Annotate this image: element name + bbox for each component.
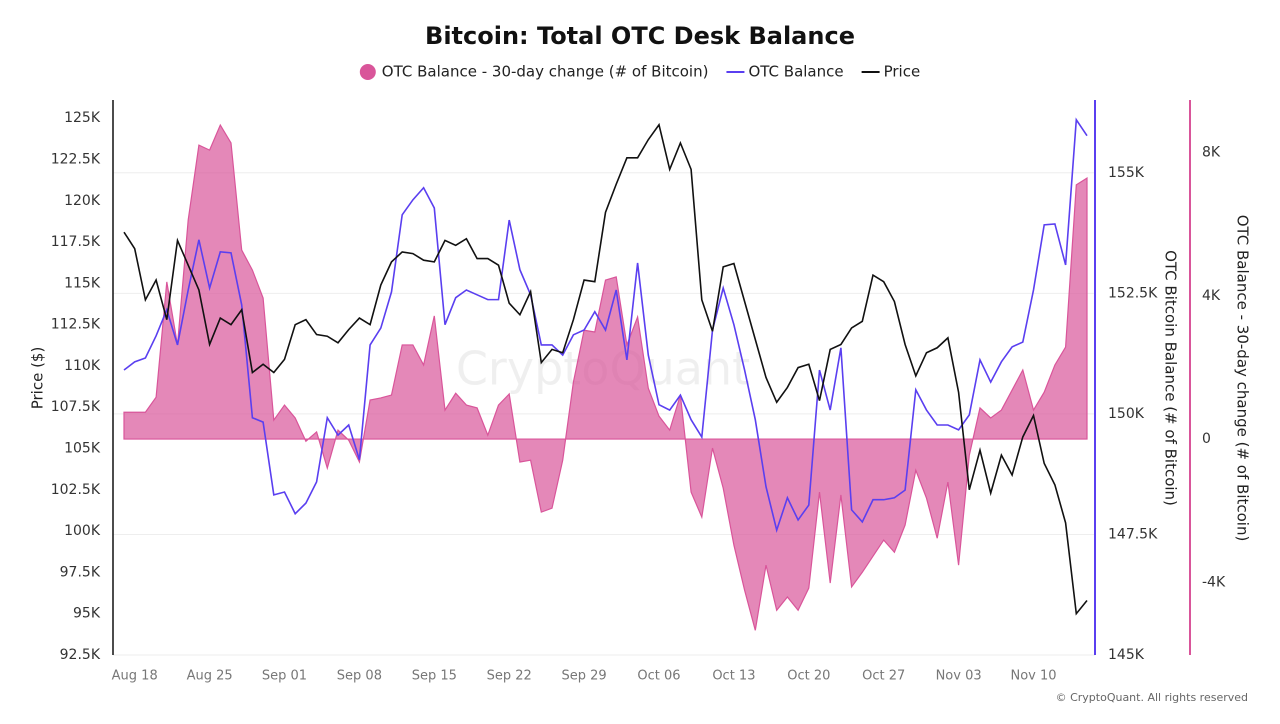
y3ticks-label: -4K <box>1202 574 1226 590</box>
x-tick-label: Sep 15 <box>412 669 457 684</box>
legend-label: Price <box>884 63 921 81</box>
legend-symbol <box>359 64 376 80</box>
y2ticks-label: 152.5K <box>1108 285 1158 301</box>
y2ticks-label: 145K <box>1108 647 1145 663</box>
yticks-label: 92.5K <box>60 647 101 663</box>
x-tick-label: Oct 13 <box>712 669 755 684</box>
y3-axis-title: OTC Balance - 30-day change (# of Bitcoi… <box>1234 215 1252 542</box>
y2ticks-label: 147.5K <box>1108 526 1158 542</box>
x-tick-label: Aug 18 <box>112 669 158 684</box>
x-tick-label: Aug 25 <box>187 669 233 684</box>
x-tick-label: Sep 08 <box>337 669 382 684</box>
legend-label: OTC Balance - 30-day change (# of Bitcoi… <box>382 63 709 81</box>
yticks-label: 122.5K <box>51 151 101 167</box>
yticks-label: 95K <box>73 606 101 622</box>
yticks-label: 120K <box>64 193 101 209</box>
x-tick-label: Sep 22 <box>487 669 532 684</box>
yticks-label: 110K <box>64 358 101 374</box>
footer: © CryptoQuant. All rights reserved <box>1056 691 1248 704</box>
area <box>123 123 1088 631</box>
y-axis-title: Price ($) <box>29 347 47 410</box>
legend-label: OTC Balance <box>748 63 843 81</box>
x-tick-label: Oct 06 <box>637 669 680 684</box>
y2ticks-label: 155K <box>1108 165 1145 181</box>
yticks-label: 97.5K <box>60 564 101 580</box>
y2ticks-label: 150K <box>1108 406 1145 422</box>
x-tick-label: Oct 20 <box>787 669 830 684</box>
y3ticks-label: 8K <box>1202 145 1221 161</box>
yticks-label: 112.5K <box>51 317 101 333</box>
chart-title: Bitcoin: Total OTC Desk Balance <box>425 22 855 50</box>
yticks-label: 105K <box>64 441 101 457</box>
yticks-label: 115K <box>64 275 101 291</box>
x-tick-label: Sep 29 <box>562 669 607 684</box>
yticks-label: 100K <box>64 523 101 539</box>
x-tick-label: Sep 01 <box>262 669 307 684</box>
yticks-label: 102.5K <box>51 482 101 498</box>
yticks-label: 107.5K <box>51 399 101 415</box>
x-tick-label: Oct 27 <box>862 669 905 684</box>
yticks-label: 117.5K <box>51 234 101 250</box>
line <box>123 117 1088 533</box>
y3ticks-label: 4K <box>1202 288 1221 304</box>
y2-axis-title: OTC Bitcoin Balance (# of Bitcoin) <box>1162 250 1180 506</box>
x-tick-label: Nov 10 <box>1010 669 1056 684</box>
yticks-label: 125K <box>64 110 101 126</box>
x-tick-label: Nov 03 <box>936 669 982 684</box>
y3ticks-label: 0 <box>1202 431 1211 447</box>
line <box>123 122 1088 616</box>
legend: OTC Balance - 30-day change (# of Bitcoi… <box>359 63 921 81</box>
